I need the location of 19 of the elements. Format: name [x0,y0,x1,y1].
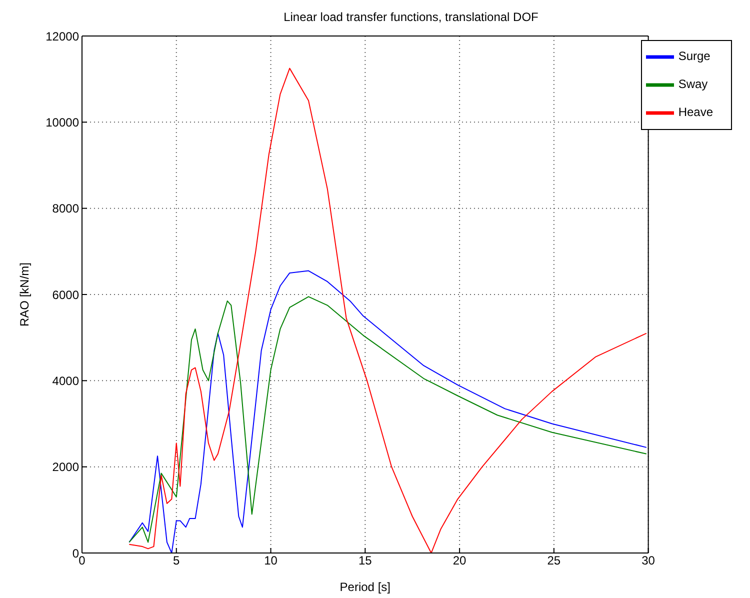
x-tick-label: 30 [642,554,656,568]
x-tick-label: 15 [358,554,372,568]
y-tick-label: 12000 [46,29,80,44]
y-tick-label: 10000 [46,115,80,130]
y-tick-label: 4000 [52,374,80,388]
x-tick-label: 10 [264,554,278,568]
legend-label: Sway [678,77,708,92]
y-tick-label: 8000 [52,202,80,216]
x-tick-label: 5 [173,554,180,568]
y-tick-label: 6000 [52,288,80,302]
x-tick-label: 25 [547,554,561,568]
x-tick-label: 20 [452,554,467,568]
chart-title: Linear load transfer functions, translational DOF [282,10,540,24]
y-axis-title: RAO [kN/m] [17,262,32,327]
x-axis-title: Period [s] [340,580,391,594]
y-tick-label: 2000 [52,460,80,474]
legend-label: Surge [678,49,710,64]
line-series [128,68,647,553]
legend-label: Heave [678,105,713,120]
